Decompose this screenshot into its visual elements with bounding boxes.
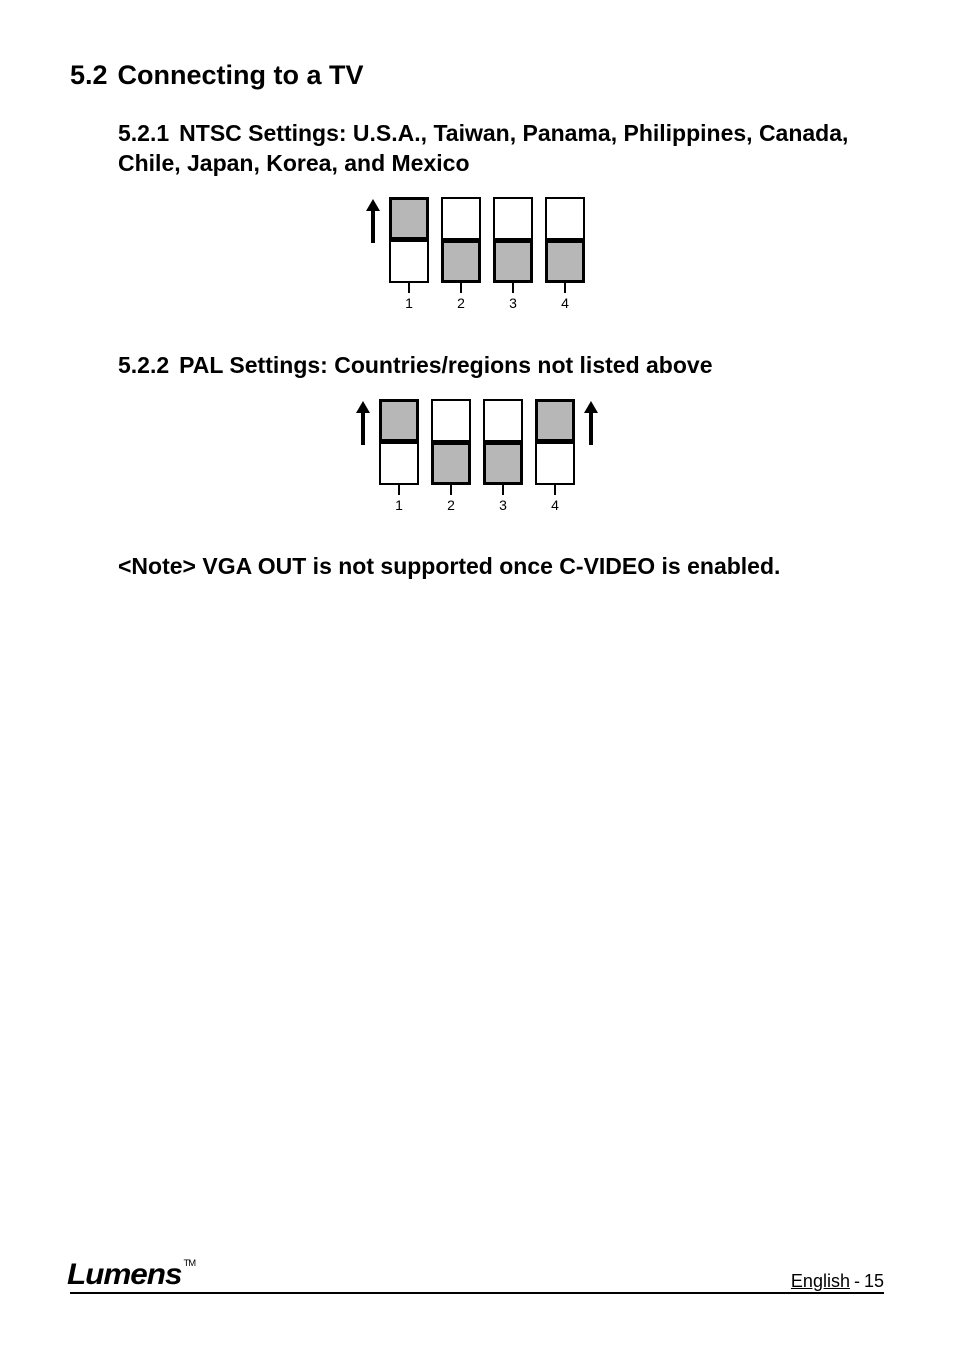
dip-label: 1 — [405, 295, 413, 311]
dip-switch: 3 — [483, 399, 523, 513]
footer-page: 15 — [864, 1271, 884, 1291]
dip-label: 2 — [457, 295, 465, 311]
dip-switch-diagram-ntsc: 1 2 3 4 — [70, 197, 884, 311]
footer-separator: - — [854, 1271, 860, 1291]
section-number: 5.2 — [70, 60, 108, 90]
subsection-number: 5.2.1 — [118, 120, 169, 146]
dip-slider-bottom — [431, 442, 471, 485]
dip-slider-top — [545, 197, 585, 240]
dip-slider-top — [379, 399, 419, 442]
footer-divider — [70, 1292, 884, 1294]
dip-slot — [483, 399, 523, 485]
dip-switch-diagram-pal: 1 2 3 4 — [70, 399, 884, 513]
dip-label: 4 — [551, 497, 559, 513]
dip-stem — [554, 485, 556, 495]
dip-stem — [460, 283, 462, 293]
dip-slot — [493, 197, 533, 283]
dip-slider-top — [535, 399, 575, 442]
dip-slider-bottom — [493, 240, 533, 283]
brand-logo: LumensTM — [67, 1258, 195, 1292]
dip-switch: 4 — [545, 197, 585, 311]
dip-stem — [398, 485, 400, 495]
arrow-left — [353, 401, 373, 461]
subsection-title: NTSC Settings: U.S.A., Taiwan, Panama, P… — [118, 120, 848, 176]
page-footer: LumensTM English-15 — [70, 1256, 884, 1294]
dip-slider-top — [483, 399, 523, 442]
document-page: 5.2 Connecting to a TV 5.2.1NTSC Settings… — [0, 0, 954, 1354]
dip-label: 2 — [447, 497, 455, 513]
dip-stem — [408, 283, 410, 293]
dip-label: 1 — [395, 497, 403, 513]
page-number: English-15 — [791, 1271, 884, 1292]
brand-name: Lumens — [67, 1258, 181, 1291]
dip-slider-bottom — [379, 442, 419, 485]
dip-slider-bottom — [545, 240, 585, 283]
dip-slider-top — [389, 197, 429, 240]
dip-switch: 3 — [493, 197, 533, 311]
subsection-title: PAL Settings: Countries/regions not list… — [179, 352, 712, 378]
trademark-symbol: TM — [184, 1258, 196, 1268]
dip-slider-top — [431, 399, 471, 442]
dip-stem — [450, 485, 452, 495]
dip-switch: 1 — [379, 399, 419, 513]
section-title: Connecting to a TV — [118, 60, 364, 90]
dip-stem — [512, 283, 514, 293]
subsection-heading: 5.2.1NTSC Settings: U.S.A., Taiwan, Pana… — [70, 119, 884, 179]
arrow-right — [581, 401, 601, 461]
dip-switch: 1 — [389, 197, 429, 311]
dip-switch: 2 — [441, 197, 481, 311]
up-arrow-icon — [356, 401, 370, 445]
up-arrow-icon — [366, 199, 380, 243]
footer-language: English — [791, 1271, 850, 1291]
subsection-number: 5.2.2 — [118, 352, 169, 378]
dip-slot — [441, 197, 481, 283]
dip-slot — [545, 197, 585, 283]
dip-slider-bottom — [389, 240, 429, 283]
dip-label: 4 — [561, 295, 569, 311]
dip-slider-bottom — [441, 240, 481, 283]
dip-stem — [564, 283, 566, 293]
dip-stem — [502, 485, 504, 495]
dip-switch: 4 — [535, 399, 575, 513]
note-text: <Note> VGA OUT is not supported once C-V… — [70, 553, 884, 580]
dip-slot — [535, 399, 575, 485]
dip-slot — [389, 197, 429, 283]
dip-slider-top — [441, 197, 481, 240]
dip-slot — [379, 399, 419, 485]
dip-slider-top — [493, 197, 533, 240]
section-heading: 5.2 Connecting to a TV — [70, 60, 884, 91]
arrow-left — [363, 199, 383, 259]
dip-switch: 2 — [431, 399, 471, 513]
up-arrow-icon — [584, 401, 598, 445]
dip-slot — [431, 399, 471, 485]
subsection-heading: 5.2.2 PAL Settings: Countries/regions not… — [70, 351, 884, 381]
dip-slider-bottom — [483, 442, 523, 485]
dip-label: 3 — [499, 497, 507, 513]
dip-slider-bottom — [535, 442, 575, 485]
dip-label: 3 — [509, 295, 517, 311]
